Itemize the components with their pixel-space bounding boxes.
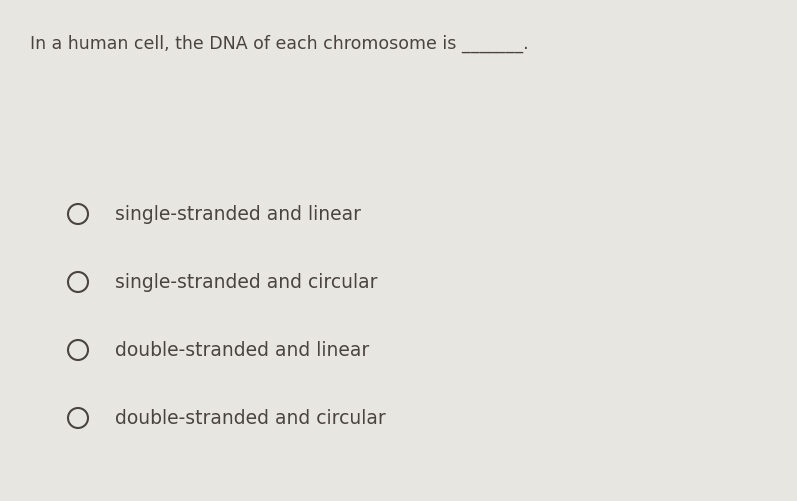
Text: In a human cell, the DNA of each chromosome is _______.: In a human cell, the DNA of each chromos… [30,35,528,53]
Text: double-stranded and circular: double-stranded and circular [115,409,386,428]
Text: single-stranded and linear: single-stranded and linear [115,205,361,224]
Text: single-stranded and circular: single-stranded and circular [115,273,378,292]
Text: double-stranded and linear: double-stranded and linear [115,341,369,360]
